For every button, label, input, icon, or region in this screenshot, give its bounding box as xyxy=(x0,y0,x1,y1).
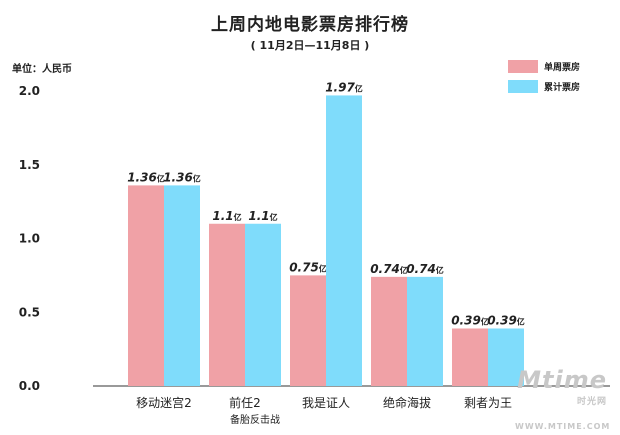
legend-item-weekly: 单周票房 xyxy=(508,60,580,73)
y-tick-label: 0.5 xyxy=(19,305,40,319)
bar-weekly xyxy=(128,185,164,386)
y-tick-label: 2.0 xyxy=(19,84,40,98)
bar-cumulative xyxy=(245,223,281,386)
bar-weekly xyxy=(371,276,407,386)
data-label-cumulative: 1.1亿 xyxy=(248,209,277,223)
x-tick-label: 剩者为王 xyxy=(464,396,512,410)
data-label-cumulative: 0.74亿 xyxy=(406,262,444,276)
legend-label-weekly: 单周票房 xyxy=(544,63,581,73)
x-tick-label: 前任2 xyxy=(229,395,261,410)
chart-subtitle: ( 11月2日—11月8日 ) xyxy=(250,39,370,52)
legend-swatch-cumulative xyxy=(508,80,538,93)
bar-cumulative xyxy=(407,276,443,386)
bar-weekly xyxy=(452,328,488,386)
data-label-weekly: 1.36亿 xyxy=(127,170,165,184)
legend-swatch-weekly xyxy=(508,60,538,73)
unit-label: 单位：人民币 xyxy=(12,64,72,75)
bar-cumulative xyxy=(488,328,524,386)
data-label-weekly: 0.74亿 xyxy=(370,262,408,276)
data-label-weekly: 0.39亿 xyxy=(451,313,489,327)
bar-cumulative xyxy=(164,185,200,386)
bar-cumulative xyxy=(326,95,362,387)
y-tick-label: 1.5 xyxy=(19,158,40,172)
chart-title: 上周内地电影票房排行榜 xyxy=(211,15,409,35)
data-label-cumulative: 1.97亿 xyxy=(325,80,363,94)
legend-item-cumulative: 累计票房 xyxy=(508,80,580,93)
legend: 单周票房 累计票房 xyxy=(508,60,580,100)
data-label-cumulative: 1.36亿 xyxy=(163,170,201,184)
x-tick-label: 我是证人 xyxy=(302,396,350,410)
watermark-logo: Mtime时光网 WWW.MTIME.COM xyxy=(515,366,611,431)
legend-label-cumulative: 累计票房 xyxy=(544,83,581,93)
y-tick-label: 0.0 xyxy=(19,379,40,393)
data-label-weekly: 0.75亿 xyxy=(289,260,327,274)
bar-weekly xyxy=(209,223,245,386)
x-tick-sublabel: 备胎反击战 xyxy=(230,413,280,426)
x-tick-label: 移动迷宫2 xyxy=(136,395,192,410)
bar-weekly xyxy=(290,275,326,386)
x-tick-label: 绝命海拔 xyxy=(383,395,431,410)
data-label-weekly: 1.1亿 xyxy=(212,209,241,223)
y-tick-label: 1.0 xyxy=(19,232,40,246)
data-label-cumulative: 0.39亿 xyxy=(487,313,525,327)
